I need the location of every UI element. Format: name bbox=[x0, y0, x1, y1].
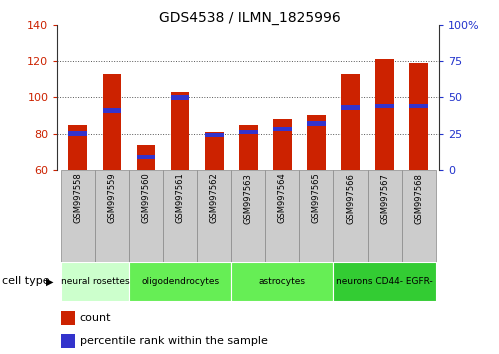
Text: GSM997558: GSM997558 bbox=[73, 173, 82, 223]
Bar bbox=[307, 115, 326, 170]
Text: cell type: cell type bbox=[2, 276, 50, 286]
Bar bbox=[273, 127, 292, 131]
Bar bbox=[61, 334, 74, 348]
Text: GSM997559: GSM997559 bbox=[107, 173, 116, 223]
Bar bbox=[171, 95, 190, 99]
Bar bbox=[61, 170, 95, 262]
Text: GSM997565: GSM997565 bbox=[312, 173, 321, 223]
Bar bbox=[95, 170, 129, 262]
Text: oligodendrocytes: oligodendrocytes bbox=[141, 277, 219, 286]
Bar bbox=[368, 170, 402, 262]
Bar bbox=[273, 119, 292, 170]
Bar bbox=[205, 132, 224, 170]
Bar bbox=[409, 104, 428, 108]
Bar bbox=[341, 74, 360, 170]
Text: count: count bbox=[79, 313, 111, 323]
Bar bbox=[137, 144, 155, 170]
Bar bbox=[375, 104, 394, 108]
Text: GSM997567: GSM997567 bbox=[380, 173, 389, 224]
Text: percentile rank within the sample: percentile rank within the sample bbox=[79, 336, 267, 346]
Bar bbox=[409, 63, 428, 170]
Bar bbox=[239, 130, 257, 135]
Bar bbox=[129, 262, 231, 301]
Text: GSM997568: GSM997568 bbox=[414, 173, 423, 224]
Bar bbox=[231, 170, 265, 262]
Text: neurons CD44- EGFR-: neurons CD44- EGFR- bbox=[336, 277, 433, 286]
Bar bbox=[171, 92, 190, 170]
Bar bbox=[333, 262, 436, 301]
Text: GSM997560: GSM997560 bbox=[142, 173, 151, 223]
Text: GDS4538 / ILMN_1825996: GDS4538 / ILMN_1825996 bbox=[159, 11, 340, 25]
Bar bbox=[61, 312, 74, 325]
Bar bbox=[375, 59, 394, 170]
Text: astrocytes: astrocytes bbox=[259, 277, 306, 286]
Bar bbox=[231, 262, 333, 301]
Bar bbox=[299, 170, 333, 262]
Bar bbox=[239, 125, 257, 170]
Bar bbox=[163, 170, 197, 262]
Bar bbox=[197, 170, 231, 262]
Bar bbox=[205, 133, 224, 137]
Bar bbox=[68, 125, 87, 170]
Bar bbox=[341, 105, 360, 110]
Bar bbox=[137, 155, 155, 159]
Bar bbox=[129, 170, 163, 262]
Text: ▶: ▶ bbox=[46, 276, 54, 286]
Text: neural rosettes: neural rosettes bbox=[60, 277, 129, 286]
Text: GSM997562: GSM997562 bbox=[210, 173, 219, 223]
Bar bbox=[103, 74, 121, 170]
Bar bbox=[103, 108, 121, 113]
Text: GSM997566: GSM997566 bbox=[346, 173, 355, 224]
Text: GSM997563: GSM997563 bbox=[244, 173, 253, 224]
Text: GSM997564: GSM997564 bbox=[278, 173, 287, 223]
Bar bbox=[68, 131, 87, 136]
Text: GSM997561: GSM997561 bbox=[176, 173, 185, 223]
Bar bbox=[307, 121, 326, 126]
Bar bbox=[265, 170, 299, 262]
Bar bbox=[402, 170, 436, 262]
Bar bbox=[61, 262, 129, 301]
Bar bbox=[333, 170, 368, 262]
